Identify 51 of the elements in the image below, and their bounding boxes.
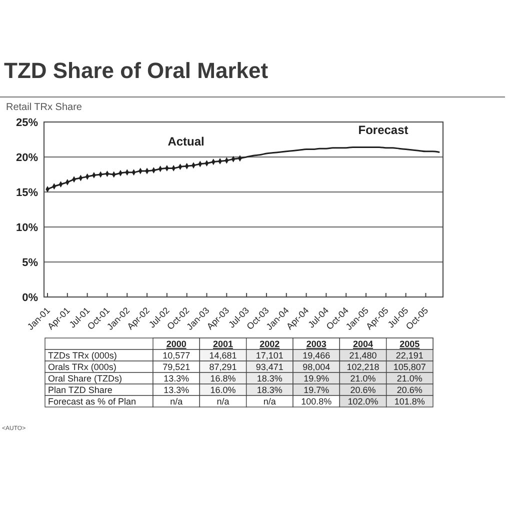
data-label: 13.3% xyxy=(164,384,190,395)
y-tick-label: 5% xyxy=(22,256,38,269)
y-axis-title: Retail TRx Share xyxy=(6,102,82,113)
data-label: 21.0% xyxy=(350,373,376,384)
y-tick-label: 20% xyxy=(16,152,38,164)
text: n/a xyxy=(170,396,183,406)
y-tick-label: 0% xyxy=(22,292,38,304)
data-label: 10,577 xyxy=(162,350,190,360)
data-label: 101.8% xyxy=(394,396,425,406)
data-label: 19.7% xyxy=(304,384,330,395)
data-label: 21.0% xyxy=(396,373,422,384)
x-tick-label: 2001 xyxy=(212,338,234,349)
text: n/a xyxy=(216,396,230,406)
y-tick-label: Plan TZD Share xyxy=(48,384,112,395)
data-label: 102,218 xyxy=(346,362,380,372)
data-label: 87,291 xyxy=(209,362,237,372)
data-label: 19,466 xyxy=(302,350,330,360)
data-label: 14,681 xyxy=(209,350,237,360)
data-label: 100.8% xyxy=(301,396,332,406)
data-label: 20.6% xyxy=(396,384,422,395)
data-label: 105,807 xyxy=(393,362,426,372)
series-label: Actual xyxy=(168,134,204,148)
x-tick-label: 2000 xyxy=(166,338,186,349)
x-tick-label: 2002 xyxy=(260,338,280,349)
y-tick-label: Forecast as % of Plan xyxy=(48,396,136,406)
y-tick-label: 25% xyxy=(16,116,38,129)
data-label: 18.3% xyxy=(256,373,282,384)
data-label: 79,521 xyxy=(162,362,190,372)
x-tick-label: 2003 xyxy=(306,338,326,349)
y-tick-label: 15% xyxy=(16,186,38,199)
data-label: 17,101 xyxy=(256,350,284,360)
data-label: 21,480 xyxy=(349,350,377,360)
x-tick-label: 2005 xyxy=(400,338,420,349)
y-tick-label: Oral Share (TZDs) xyxy=(48,373,122,384)
chart-title: TZD Share of Oral Market xyxy=(4,58,269,83)
series-label: Forecast xyxy=(358,123,408,138)
data-label: 102.0% xyxy=(348,396,378,406)
data-label: 20.6% xyxy=(350,384,376,395)
text: n/a xyxy=(263,396,276,406)
y-tick-label: Orals TRx (000s) xyxy=(48,362,116,372)
data-label: 19.9% xyxy=(304,373,330,384)
data-label: 98,004 xyxy=(302,362,330,372)
data-label: 13.3% xyxy=(164,373,190,384)
data-label: 93,471 xyxy=(256,362,284,372)
data-label: 16.8% xyxy=(210,373,236,384)
data-label: 18.3% xyxy=(256,384,282,395)
data-label: 22,191 xyxy=(396,350,424,360)
y-tick-label: TZDs TRx (000s) xyxy=(48,350,117,360)
data-label: 16.0% xyxy=(210,384,236,395)
x-tick-label: 2004 xyxy=(352,338,374,349)
y-tick-label: 10% xyxy=(16,222,38,234)
